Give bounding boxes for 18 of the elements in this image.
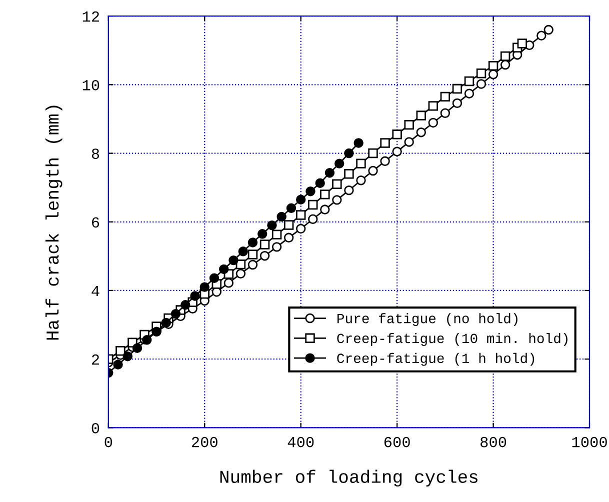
- legend-label: Pure fatigue (no hold): [338, 313, 518, 326]
- y-tick-label: 12: [82, 11, 99, 22]
- y-tick-label: 6: [92, 217, 100, 228]
- x-tick-label: 800: [480, 436, 506, 448]
- y-tick-label: 8: [92, 148, 100, 159]
- legend-label: Creep-fatigue (1 h hold): [337, 352, 534, 366]
- legend-label: Creep-fatigue (10 min. hold): [337, 332, 568, 346]
- y-tick-label: 4: [92, 286, 100, 296]
- y-tick-label: 2: [92, 354, 99, 365]
- x-tick-label: 1000: [572, 436, 607, 448]
- x-tick-label: 600: [384, 436, 410, 448]
- y-tick-label: 0: [92, 423, 100, 434]
- x-tick-label: 200: [192, 436, 218, 448]
- x-tick-label: 0: [104, 436, 112, 448]
- x-axis-title: Number of loading cycles: [220, 470, 478, 487]
- x-tick-label: 400: [288, 436, 314, 448]
- y-tick-label: 10: [82, 80, 100, 90]
- y-axis-title: Half crack length (mm): [45, 106, 62, 340]
